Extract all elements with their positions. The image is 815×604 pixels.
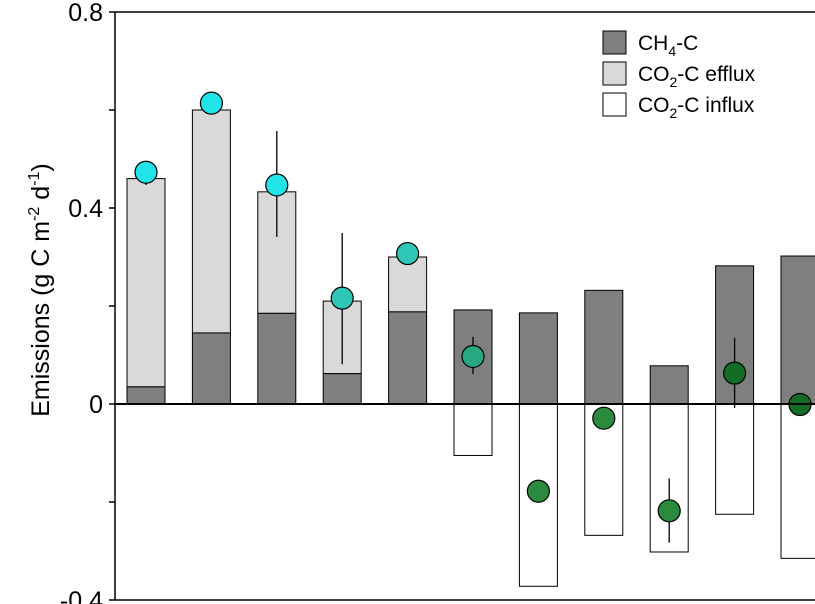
axes-group: 0.8 0.4 0 -0.4 [60, 0, 815, 604]
bars-group [126, 109, 815, 587]
y-axis-title: Emissions (g C m-2 d-1) [26, 163, 55, 417]
legend-swatch-ch4 [602, 30, 627, 55]
bar-ch4 [257, 312, 297, 405]
bar-ch4 [649, 365, 689, 405]
bar-co2-efflux [388, 256, 428, 313]
net-emission-point [396, 241, 420, 266]
bar-ch4 [191, 332, 231, 405]
net-emission-point [526, 479, 551, 503]
bar-co2-efflux [191, 109, 231, 334]
legend-swatch-co2-efflux [602, 61, 627, 86]
bar-ch4 [518, 312, 558, 405]
bar-co2-influx [780, 403, 815, 559]
bar-ch4 [388, 311, 428, 405]
legend: CH4-C CO2-C efflux CO2-C influx [602, 30, 756, 121]
y-tick-label: 0.4 [68, 195, 103, 223]
net-emission-point [722, 361, 747, 385]
bar-ch4 [322, 373, 362, 405]
bar-ch4 [126, 386, 166, 405]
bar-co2-efflux [126, 178, 166, 388]
net-emission-point [134, 160, 158, 184]
net-emission-point [592, 406, 616, 430]
y-tick-label: 0.8 [68, 0, 103, 27]
y-tick-label: -0.4 [60, 587, 103, 604]
net-emission-point [657, 499, 681, 523]
bar-ch4 [584, 289, 624, 405]
net-emission-point [330, 286, 354, 310]
bar-co2-influx [453, 403, 493, 456]
bar-ch4 [780, 255, 815, 405]
bar-co2-influx [715, 403, 755, 515]
net-emission-point [265, 173, 289, 197]
legend-label-co2-influx: CO2-C influx [638, 94, 755, 121]
legend-label-ch4: CH4-C [638, 32, 698, 59]
legend-label-co2-efflux: CO2-C efflux [638, 63, 756, 90]
net-emission-point [461, 344, 485, 369]
y-tick-label: 0 [89, 391, 103, 419]
net-emission-point [199, 91, 223, 115]
net-points-group [134, 91, 812, 543]
legend-swatch-co2-influx [602, 92, 627, 117]
